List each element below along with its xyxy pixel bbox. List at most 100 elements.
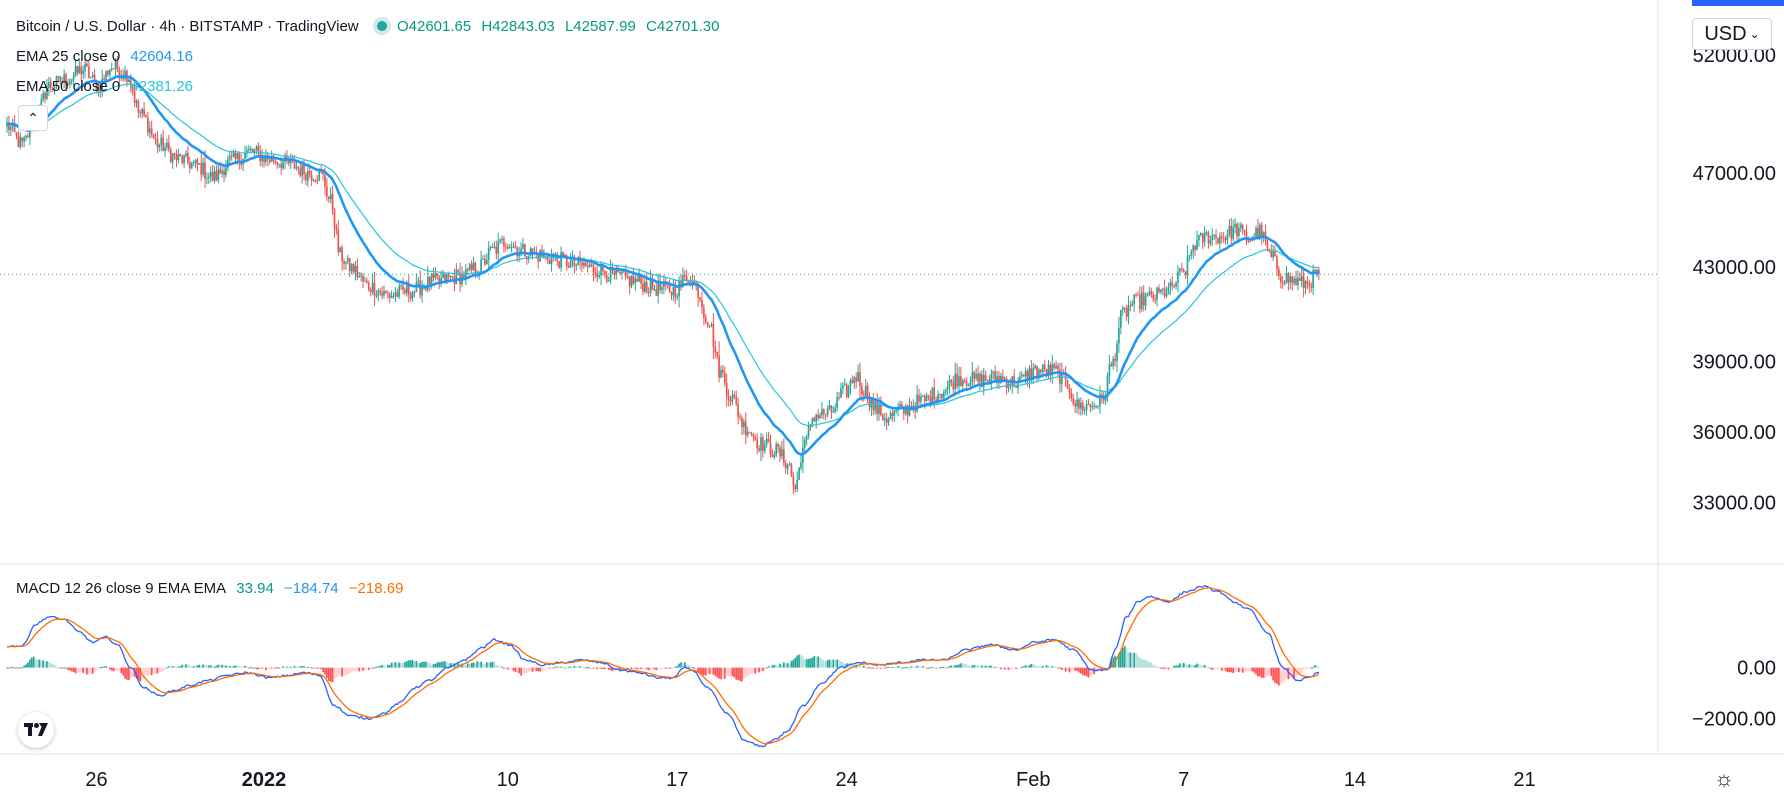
candle-down[interactable] (1150, 291, 1153, 296)
candle-down[interactable] (1068, 388, 1071, 393)
candle-down[interactable] (586, 265, 589, 268)
candle-up[interactable] (160, 137, 163, 145)
candle-down[interactable] (1053, 364, 1056, 369)
candle-down[interactable] (845, 384, 848, 397)
candle-up[interactable] (190, 163, 193, 169)
candle-down[interactable] (628, 276, 631, 287)
candle-down[interactable] (727, 396, 730, 401)
candle-down[interactable] (1241, 224, 1244, 230)
candle-down[interactable] (880, 403, 882, 416)
candle-down[interactable] (1066, 379, 1069, 389)
candle-up[interactable] (807, 425, 810, 436)
candle-down[interactable] (362, 275, 364, 282)
candle-up[interactable] (278, 163, 281, 165)
ema25-legend[interactable]: EMA 25 close 0 42604.16 (16, 48, 199, 65)
candle-down[interactable] (21, 137, 24, 142)
candle-up[interactable] (916, 394, 918, 412)
candle-up[interactable] (958, 376, 960, 387)
candle-down[interactable] (303, 164, 305, 175)
candle-up[interactable] (786, 465, 789, 469)
candle-up[interactable] (1203, 232, 1206, 243)
candle-down[interactable] (524, 244, 526, 257)
candle-up[interactable] (522, 244, 524, 249)
candle-up[interactable] (295, 167, 298, 169)
candle-up[interactable] (853, 377, 856, 384)
candle-down[interactable] (150, 128, 153, 135)
candle-up[interactable] (206, 178, 208, 180)
candle-up[interactable] (773, 455, 776, 458)
candle-down[interactable] (188, 162, 191, 169)
candle-down[interactable] (670, 292, 673, 296)
candle-down[interactable] (748, 431, 751, 434)
candle-up[interactable] (954, 373, 957, 390)
candle-up[interactable] (1297, 278, 1299, 286)
candle-up[interactable] (798, 468, 800, 480)
candle-up[interactable] (1175, 282, 1177, 287)
candle-down[interactable] (154, 137, 157, 139)
candle-up[interactable] (57, 76, 60, 78)
candle-up[interactable] (615, 268, 618, 275)
candle-up[interactable] (72, 75, 75, 80)
candle-down[interactable] (335, 226, 338, 230)
candle-down[interactable] (567, 266, 570, 268)
candle-down[interactable] (1036, 366, 1038, 377)
candle-down[interactable] (179, 153, 182, 156)
candle-down[interactable] (1135, 294, 1137, 296)
candle-down[interactable] (794, 485, 797, 490)
candle-up[interactable] (874, 401, 877, 411)
candle-down[interactable] (1171, 282, 1174, 286)
candle-up[interactable] (108, 69, 111, 75)
candle-down[interactable] (388, 294, 391, 298)
candle-up[interactable] (811, 418, 814, 427)
candle-down[interactable] (619, 271, 621, 274)
candle-up[interactable] (468, 264, 471, 270)
candle-up[interactable] (803, 439, 806, 448)
candle-down[interactable] (838, 397, 840, 399)
candle-up[interactable] (1177, 271, 1179, 283)
candle-down[interactable] (752, 434, 755, 437)
candle-down[interactable] (655, 289, 658, 296)
candle-down[interactable] (219, 169, 222, 174)
candle-up[interactable] (48, 81, 50, 89)
candle-down[interactable] (326, 186, 328, 197)
candle-up[interactable] (346, 258, 349, 262)
candle-down[interactable] (447, 274, 450, 278)
candle-down[interactable] (756, 439, 759, 449)
candle-up[interactable] (621, 272, 623, 274)
candle-up[interactable] (358, 276, 361, 278)
candle-up[interactable] (937, 394, 939, 402)
candle-down[interactable] (739, 416, 741, 418)
candle-up[interactable] (821, 409, 823, 416)
candle-up[interactable] (1076, 399, 1078, 407)
candle-up[interactable] (1024, 371, 1027, 377)
candle-down[interactable] (385, 291, 387, 294)
candle-down[interactable] (211, 172, 214, 181)
candle-down[interactable] (305, 174, 307, 181)
candle-up[interactable] (497, 241, 500, 254)
candle-up[interactable] (569, 260, 572, 268)
candle-up[interactable] (78, 66, 81, 73)
candle-down[interactable] (830, 405, 833, 413)
candle-down[interactable] (666, 285, 669, 287)
candle-down[interactable] (466, 269, 469, 271)
candle-down[interactable] (790, 464, 793, 476)
candle-up[interactable] (255, 146, 258, 150)
candle-up[interactable] (1060, 372, 1063, 385)
candle-up[interactable] (857, 372, 859, 382)
candle-down[interactable] (941, 393, 943, 399)
candle-down[interactable] (956, 373, 958, 387)
candle-down[interactable] (1266, 240, 1269, 251)
candle-up[interactable] (261, 155, 263, 162)
candle-up[interactable] (510, 246, 513, 248)
candle-up[interactable] (1232, 227, 1235, 240)
candle-up[interactable] (1146, 293, 1149, 296)
candle-up[interactable] (1289, 276, 1292, 283)
candle-up[interactable] (836, 397, 838, 408)
candle-up[interactable] (1213, 234, 1215, 236)
candle-down[interactable] (86, 63, 88, 67)
candle-up[interactable] (800, 462, 802, 469)
candle-up[interactable] (110, 68, 113, 70)
candle-up[interactable] (493, 246, 496, 248)
candle-up[interactable] (883, 418, 886, 421)
candle-up[interactable] (710, 324, 713, 326)
